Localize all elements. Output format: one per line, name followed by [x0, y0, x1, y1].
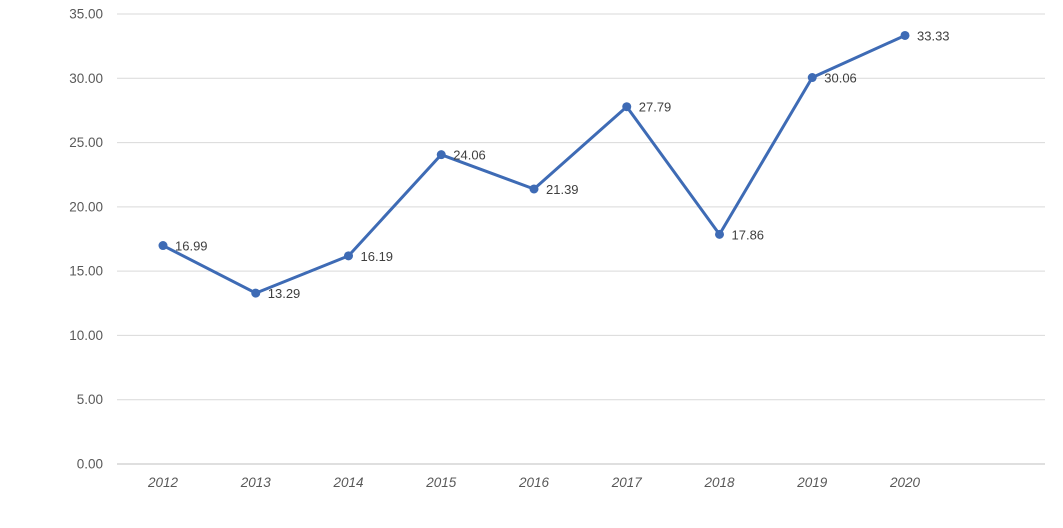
x-tick-label: 2016 [518, 475, 550, 490]
data-point-marker [622, 102, 632, 112]
y-tick-label: 0.00 [77, 457, 103, 472]
x-tick-label: 2013 [240, 475, 272, 490]
data-point-label: 16.99 [175, 239, 208, 254]
data-point-label: 17.86 [732, 227, 765, 242]
x-tick-label: 2020 [889, 475, 921, 490]
data-point-label: 30.06 [824, 71, 857, 86]
x-tick-label: 2017 [611, 475, 643, 490]
x-tick-label: 2019 [796, 475, 828, 490]
data-point-label: 16.19 [361, 249, 394, 264]
data-point-label: 21.39 [546, 182, 579, 197]
data-point-marker [807, 73, 817, 83]
data-point-marker [251, 288, 261, 298]
x-tick-label: 2015 [425, 475, 457, 490]
data-point-label: 33.33 [917, 28, 950, 43]
y-tick-label: 30.00 [69, 71, 103, 86]
y-tick-label: 20.00 [69, 199, 103, 214]
y-tick-label: 15.00 [69, 264, 103, 279]
data-point-marker [529, 184, 539, 194]
data-point-marker [715, 229, 724, 239]
data-point-marker [344, 251, 353, 261]
data-line [161, 33, 907, 295]
x-tick-label: 2018 [703, 475, 735, 490]
data-point-marker [900, 30, 910, 40]
y-tick-label: 10.00 [69, 328, 103, 343]
data-point-label: 27.79 [639, 100, 672, 115]
x-tick-label: 2014 [332, 475, 363, 490]
data-point-label: 13.29 [268, 286, 301, 301]
y-tick-label: 25.00 [69, 135, 103, 150]
data-point-marker [436, 150, 446, 160]
y-tick-label: 35.00 [69, 7, 103, 22]
data-point-label: 24.06 [453, 148, 486, 163]
y-tick-label: 5.00 [77, 392, 103, 407]
data-point-marker [158, 241, 168, 251]
x-tick-label: 2012 [147, 475, 179, 490]
